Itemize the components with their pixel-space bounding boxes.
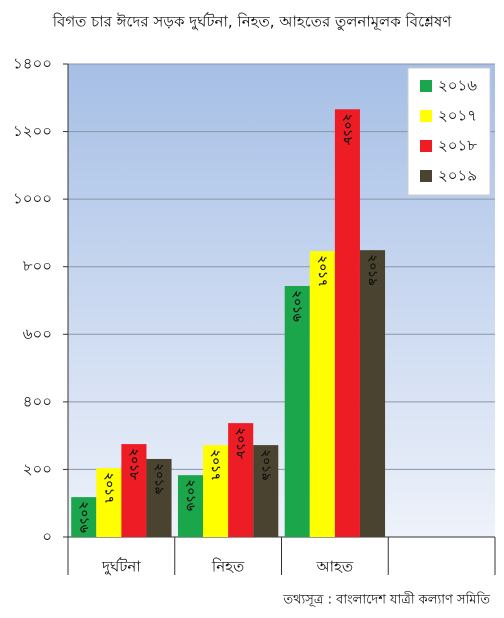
bar-series-label: ২০১৮ xyxy=(127,448,141,479)
bar-series-label: ২০১৭ xyxy=(316,256,330,287)
y-tick-label: ৮০০ xyxy=(23,257,52,275)
y-tick-label: ১০০০ xyxy=(13,190,52,208)
bar-series-label: ২০১৭ xyxy=(102,472,116,503)
bar xyxy=(253,445,279,537)
legend-swatch xyxy=(420,110,432,122)
bar-series-label: ২০১৬ xyxy=(184,480,198,511)
bar xyxy=(284,285,310,537)
bar xyxy=(228,423,254,537)
y-tick-label: ০ xyxy=(42,528,52,546)
bar-series-label: ২০১৭ xyxy=(209,450,223,481)
bar xyxy=(146,458,172,537)
bar xyxy=(309,251,335,537)
bar xyxy=(203,445,229,537)
bar-series-label: ২০১৮ xyxy=(234,428,248,459)
x-tick-label: আহত xyxy=(316,558,354,576)
legend-label: ২০১৯ xyxy=(438,167,477,185)
y-tick-label: ২০০ xyxy=(23,460,52,478)
y-tick-label: ১২০০ xyxy=(13,122,52,140)
legend-label: ২০১৭ xyxy=(438,107,477,125)
x-tick-label: নিহত xyxy=(211,558,245,576)
bar-series-label: ২০১৯ xyxy=(153,463,167,494)
legend-swatch xyxy=(420,80,432,92)
bar-series-label: ২০১৯ xyxy=(259,450,273,481)
bar xyxy=(359,250,386,537)
y-tick-label: ৪০০ xyxy=(23,392,52,410)
source-note: তথ্যসূত্র : বাংলাদেশ যাত্রী কল্যাণ সমিতি xyxy=(282,592,490,608)
bar-series-label: ২০১৮ xyxy=(341,114,355,145)
bar xyxy=(334,109,360,537)
bar-series-label: ২০১৬ xyxy=(291,290,305,321)
x-tick-label: দুর্ঘটনা xyxy=(101,558,141,576)
bar-series-label: ২০১৯ xyxy=(366,255,380,286)
y-tick-label: ১৪০০ xyxy=(13,55,52,73)
chart-title: বিগত চার ঈদের সড়ক দুর্ঘটনা, নিহত, আহতের… xyxy=(52,13,453,32)
bar xyxy=(96,468,122,537)
legend-swatch xyxy=(420,140,432,152)
legend-label: ২০১৬ xyxy=(438,77,477,95)
legend-swatch xyxy=(420,170,432,182)
legend-label: ২০১৮ xyxy=(438,137,477,155)
bar xyxy=(71,497,97,537)
bar-series-label: ২০১৬ xyxy=(77,502,91,533)
y-tick-label: ৬০০ xyxy=(23,325,52,343)
bar xyxy=(121,444,147,537)
bar xyxy=(177,475,204,537)
